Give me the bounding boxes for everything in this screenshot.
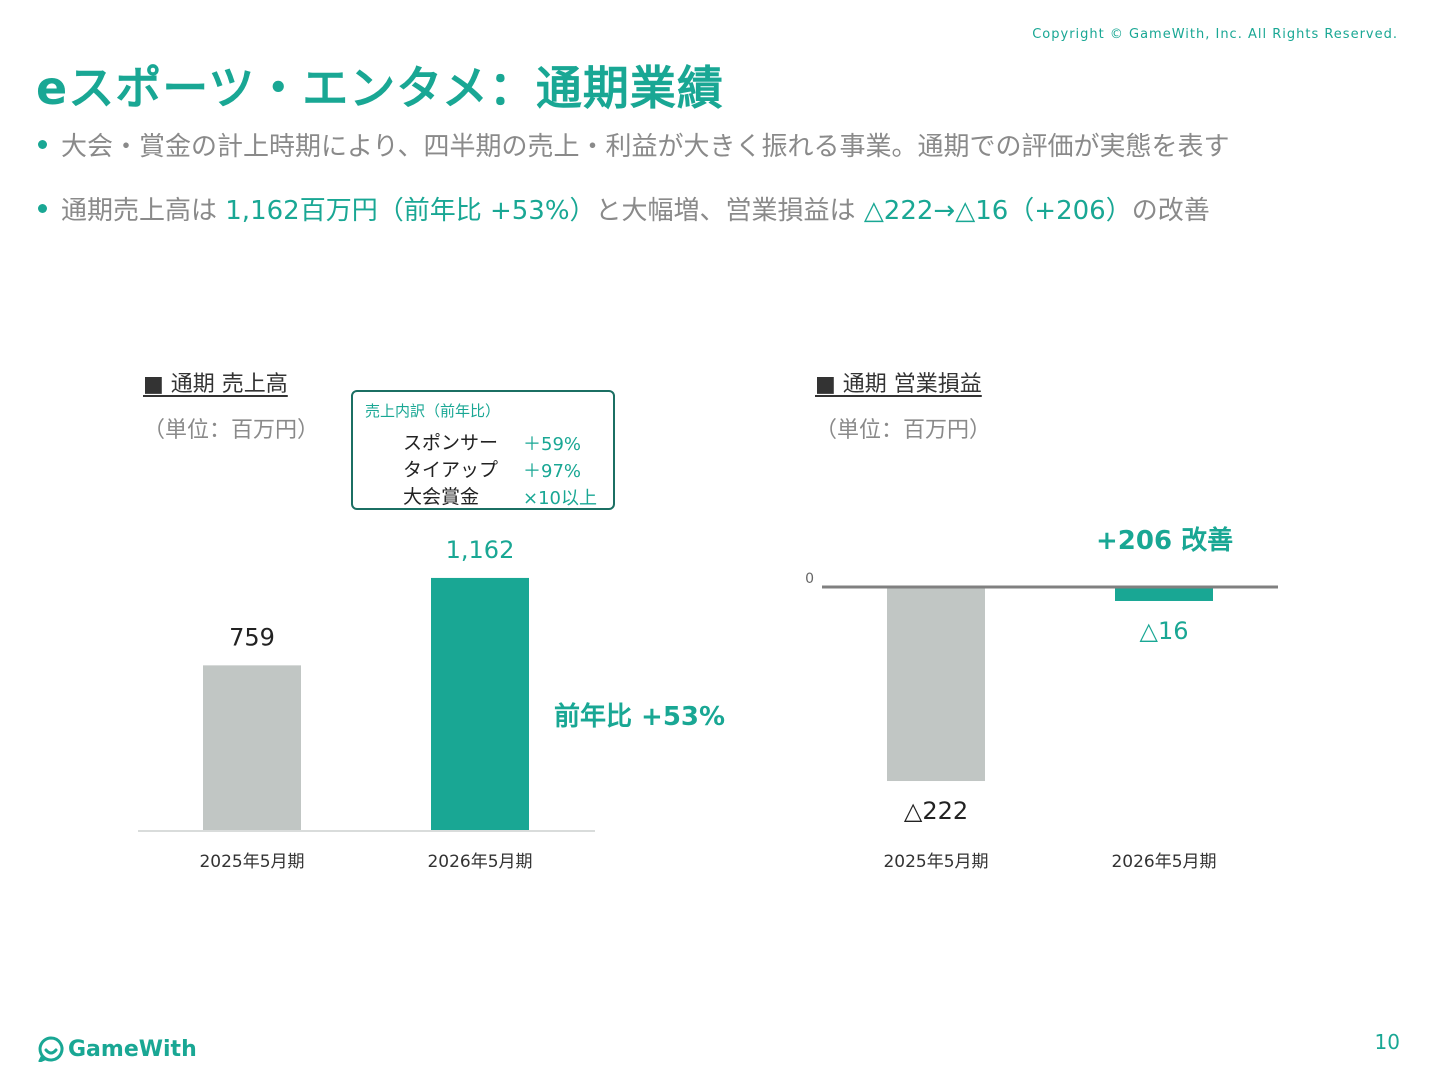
logo-text: GameWith [68, 1036, 197, 1062]
sales-chart: 759 2025年5月期 1,162 2026年5月期 [138, 536, 595, 872]
profit-chart-title: ■ 通期 営業損益 [815, 372, 982, 397]
sales-value-label-1: 1,162 [446, 536, 515, 564]
profit-zero-tick-label: 0 [805, 571, 814, 587]
bullet-dot-icon [38, 140, 47, 149]
breakdown-value-tieup: ＋97% [523, 461, 582, 482]
sales-breakdown-box: 売上内訳（前年比） スポンサー ＋59% タイアップ ＋97% 大会賞金 ×10… [351, 390, 615, 510]
sales-chart-unit: （単位：百万円） [143, 418, 320, 443]
bullet-2-part-5: の改善 [1131, 196, 1210, 226]
sales-chart-title: ■ 通期 売上高 [143, 372, 288, 397]
profit-improvement-annotation: +206 改善 [1096, 526, 1234, 556]
breakdown-value-prize: ×10以上 [523, 488, 597, 509]
sales-bar-0 [203, 665, 301, 830]
profit-category-label-0: 2025年5月期 [883, 852, 988, 872]
breakdown-label-prize: 大会賞金 [403, 486, 480, 508]
sales-value-label-0: 759 [229, 623, 275, 651]
bullet-dot-icon [38, 204, 47, 213]
gamewith-logo-icon [38, 1036, 64, 1062]
page-number: 10 [1374, 1030, 1400, 1054]
sales-bar-1 [431, 577, 529, 830]
breakdown-value-sponsor: ＋59% [523, 434, 582, 455]
bullet-2-part-1: 通期売上高は [61, 196, 226, 226]
page-title: eスポーツ・エンタメ：通期業績 [36, 61, 724, 115]
profit-chart-unit: （単位：百万円） [815, 418, 992, 443]
profit-chart: △222 2025年5月期 △16 2026年5月期 0 [805, 571, 1278, 872]
sales-category-label-1: 2026年5月期 [427, 852, 532, 872]
profit-value-label-1: △16 [1140, 617, 1189, 645]
sales-category-label-0: 2025年5月期 [199, 852, 304, 872]
copyright-notice: Copyright © GameWith, Inc. All Rights Re… [1032, 27, 1398, 42]
bullet-2-profit-highlight: △222→△16（+206） [863, 196, 1132, 226]
breakdown-label-sponsor: スポンサー [403, 432, 499, 454]
bullet-2-sales-highlight: 1,162百万円（前年比 +53%） [225, 196, 596, 226]
breakdown-label-tieup: タイアップ [403, 459, 499, 481]
sales-yoy-annotation: 前年比 +53% [554, 702, 726, 732]
profit-bar-1 [1115, 587, 1213, 601]
bullet-2-part-3: と大幅増、営業損益は [595, 196, 864, 226]
profit-category-label-1: 2026年5月期 [1111, 852, 1216, 872]
profit-bar-0 [887, 587, 985, 782]
bullet-1-text: 大会・賞金の計上時期により、四半期の売上・利益が大きく振れる事業。通期での評価が… [61, 132, 1230, 162]
bullet-1: 大会・賞金の計上時期により、四半期の売上・利益が大きく振れる事業。通期での評価が… [38, 126, 1229, 163]
profit-value-label-0: △222 [904, 797, 968, 825]
gamewith-logo: GameWith [38, 1036, 197, 1062]
bullet-2: 通期売上高は 1,162百万円（前年比 +53%）と大幅増、営業損益は △222… [38, 190, 1210, 227]
breakdown-title: 売上内訳（前年比） [365, 402, 501, 420]
